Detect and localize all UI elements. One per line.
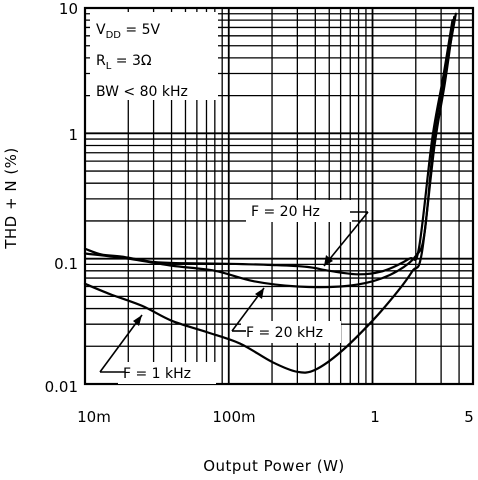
y-tick-label: 1 [68, 126, 78, 144]
x-tick-label: 1 [370, 408, 380, 426]
x-tick-label: 10m [77, 408, 111, 426]
vdd-condition: VDD = 5V [96, 22, 161, 41]
series-line-f-1-khz [83, 15, 456, 374]
annotation-f-20hz: F = 20 Hz [246, 200, 369, 267]
x-tick-label: 100m [212, 408, 255, 426]
conditions-box [90, 12, 218, 100]
y-tick-label: 0.01 [45, 378, 78, 396]
x-tick-label: 5 [464, 408, 474, 426]
y-tick-label: 0.1 [54, 255, 78, 273]
bw-condition: BW < 80 kHz [96, 84, 188, 100]
series-line-f-20-khz [83, 12, 457, 289]
y-tick-label: 10 [59, 0, 78, 18]
rl-condition: RL = 3Ω [96, 53, 152, 72]
plot-frame [83, 6, 475, 386]
annotation-label-1khz: F = 1 kHz [123, 366, 191, 382]
annotation-label-20khz: F = 20 kHz [246, 325, 323, 341]
series-curves [83, 12, 457, 374]
annotation-label-20hz: F = 20 Hz [251, 204, 320, 220]
y-axis-label: THD + N (%) [2, 147, 20, 250]
x-axis-label: Output Power (W) [203, 457, 345, 475]
annotation-f-20khz: F = 20 kHz [231, 287, 341, 343]
annotation-f-1khz: F = 1 kHz [99, 314, 216, 384]
